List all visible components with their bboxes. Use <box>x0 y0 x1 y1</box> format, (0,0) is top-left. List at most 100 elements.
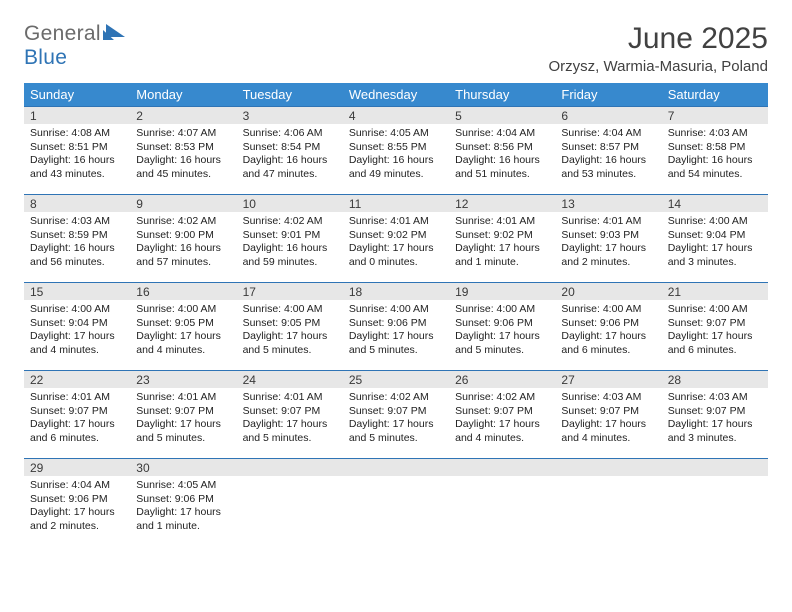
day-details: Sunrise: 4:00 AMSunset: 9:04 PMDaylight:… <box>668 215 762 270</box>
calendar-day-cell: 26 Sunrise: 4:02 AMSunset: 9:07 PMDayligh… <box>449 371 555 459</box>
day-sunrise: Sunrise: 4:01 AM <box>243 391 337 405</box>
day-number: 9 <box>130 195 236 212</box>
weekday-header: Sunday <box>24 83 130 107</box>
day-dl2: and 5 minutes. <box>136 432 230 446</box>
day-sunset: Sunset: 9:07 PM <box>561 405 655 419</box>
day-dl1: Daylight: 17 hours <box>349 242 443 256</box>
day-number: 26 <box>449 371 555 388</box>
day-sunset: Sunset: 9:04 PM <box>30 317 124 331</box>
calendar-day-cell <box>237 459 343 547</box>
calendar-day-cell: 9 Sunrise: 4:02 AMSunset: 9:00 PMDaylight… <box>130 195 236 283</box>
logo-text-general: General <box>24 22 101 45</box>
calendar-week-row: 8Sunrise: 4:03 AMSunset: 8:59 PMDaylight… <box>24 195 768 283</box>
day-dl1: Daylight: 17 hours <box>30 418 124 432</box>
day-sunset: Sunset: 9:04 PM <box>668 229 762 243</box>
day-number <box>662 459 768 476</box>
day-number: 28 <box>662 371 768 388</box>
day-number: 5 <box>449 107 555 124</box>
day-dl2: and 49 minutes. <box>349 168 443 182</box>
calendar-day-cell: 30Sunrise: 4:05 AMSunset: 9:06 PMDayligh… <box>130 459 236 547</box>
day-details: Sunrise: 4:04 AMSunset: 9:06 PMDaylight:… <box>30 479 124 534</box>
day-sunset: Sunset: 9:03 PM <box>561 229 655 243</box>
day-details: Sunrise: 4:01 AMSunset: 9:07 PMDaylight:… <box>243 391 337 446</box>
calendar-day-cell: 16Sunrise: 4:00 AMSunset: 9:05 PMDayligh… <box>130 283 236 371</box>
day-number: 19 <box>449 283 555 300</box>
day-number: 30 <box>130 459 236 476</box>
day-sunset: Sunset: 9:07 PM <box>243 405 337 419</box>
day-dl2: and 1 minute. <box>455 256 549 270</box>
day-number: 20 <box>555 283 661 300</box>
calendar-day-cell: 5 Sunrise: 4:04 AMSunset: 8:56 PMDaylight… <box>449 107 555 195</box>
day-number: 24 <box>237 371 343 388</box>
calendar-day-cell: 28 Sunrise: 4:03 AMSunset: 9:07 PMDayligh… <box>662 371 768 459</box>
day-dl2: and 57 minutes. <box>136 256 230 270</box>
day-sunrise: Sunrise: 4:04 AM <box>561 127 655 141</box>
day-sunset: Sunset: 9:06 PM <box>455 317 549 331</box>
calendar-day-cell: 24 Sunrise: 4:01 AMSunset: 9:07 PMDayligh… <box>237 371 343 459</box>
day-dl2: and 1 minute. <box>136 520 230 534</box>
day-sunset: Sunset: 8:58 PM <box>668 141 762 155</box>
day-dl1: Daylight: 16 hours <box>243 154 337 168</box>
day-number: 23 <box>130 371 236 388</box>
day-dl2: and 2 minutes. <box>30 520 124 534</box>
day-details: Sunrise: 4:04 AMSunset: 8:57 PMDaylight:… <box>561 127 655 182</box>
day-number <box>343 459 449 476</box>
day-sunset: Sunset: 9:07 PM <box>668 317 762 331</box>
calendar-day-cell: 12Sunrise: 4:01 AMSunset: 9:02 PMDayligh… <box>449 195 555 283</box>
day-sunset: Sunset: 8:53 PM <box>136 141 230 155</box>
day-dl2: and 53 minutes. <box>561 168 655 182</box>
day-number: 27 <box>555 371 661 388</box>
logo: General Blue <box>24 22 125 70</box>
day-sunrise: Sunrise: 4:04 AM <box>455 127 549 141</box>
day-number: 21 <box>662 283 768 300</box>
day-sunset: Sunset: 9:00 PM <box>136 229 230 243</box>
calendar-body: 1Sunrise: 4:08 AMSunset: 8:51 PMDaylight… <box>24 107 768 547</box>
day-dl1: Daylight: 17 hours <box>349 418 443 432</box>
day-dl1: Daylight: 16 hours <box>136 242 230 256</box>
day-dl1: Daylight: 17 hours <box>30 330 124 344</box>
day-dl1: Daylight: 17 hours <box>243 330 337 344</box>
day-sunset: Sunset: 9:06 PM <box>561 317 655 331</box>
location-subtitle: Orzysz, Warmia-Masuria, Poland <box>549 58 769 75</box>
day-details: Sunrise: 4:02 AMSunset: 9:07 PMDaylight:… <box>455 391 549 446</box>
day-dl1: Daylight: 17 hours <box>668 242 762 256</box>
calendar-week-row: 22Sunrise: 4:01 AMSunset: 9:07 PMDayligh… <box>24 371 768 459</box>
day-dl2: and 5 minutes. <box>349 344 443 358</box>
day-details: Sunrise: 4:03 AMSunset: 9:07 PMDaylight:… <box>668 391 762 446</box>
day-number: 12 <box>449 195 555 212</box>
day-dl1: Daylight: 17 hours <box>561 242 655 256</box>
day-sunrise: Sunrise: 4:02 AM <box>136 215 230 229</box>
day-number <box>555 459 661 476</box>
day-dl2: and 43 minutes. <box>30 168 124 182</box>
day-sunrise: Sunrise: 4:07 AM <box>136 127 230 141</box>
day-sunrise: Sunrise: 4:02 AM <box>349 391 443 405</box>
day-dl2: and 6 minutes. <box>561 344 655 358</box>
day-dl2: and 45 minutes. <box>136 168 230 182</box>
day-sunrise: Sunrise: 4:00 AM <box>668 303 762 317</box>
day-number: 4 <box>343 107 449 124</box>
day-dl1: Daylight: 16 hours <box>668 154 762 168</box>
day-dl1: Daylight: 16 hours <box>243 242 337 256</box>
day-sunrise: Sunrise: 4:03 AM <box>561 391 655 405</box>
day-details: Sunrise: 4:04 AMSunset: 8:56 PMDaylight:… <box>455 127 549 182</box>
day-dl2: and 47 minutes. <box>243 168 337 182</box>
day-dl2: and 3 minutes. <box>668 256 762 270</box>
day-details: Sunrise: 4:01 AMSunset: 9:07 PMDaylight:… <box>136 391 230 446</box>
day-number: 11 <box>343 195 449 212</box>
day-number: 8 <box>24 195 130 212</box>
calendar-day-cell <box>555 459 661 547</box>
calendar-day-cell <box>343 459 449 547</box>
day-sunrise: Sunrise: 4:06 AM <box>243 127 337 141</box>
day-dl2: and 4 minutes. <box>455 432 549 446</box>
day-number: 6 <box>555 107 661 124</box>
calendar-day-cell: 22Sunrise: 4:01 AMSunset: 9:07 PMDayligh… <box>24 371 130 459</box>
day-sunrise: Sunrise: 4:00 AM <box>243 303 337 317</box>
day-dl2: and 0 minutes. <box>349 256 443 270</box>
calendar-day-cell: 3Sunrise: 4:06 AMSunset: 8:54 PMDaylight… <box>237 107 343 195</box>
day-sunset: Sunset: 8:57 PM <box>561 141 655 155</box>
day-number: 1 <box>24 107 130 124</box>
day-details: Sunrise: 4:02 AMSunset: 9:01 PMDaylight:… <box>243 215 337 270</box>
logo-flag-icon <box>103 24 125 45</box>
day-dl2: and 3 minutes. <box>668 432 762 446</box>
weekday-header-row: Sunday Monday Tuesday Wednesday Thursday… <box>24 83 768 107</box>
